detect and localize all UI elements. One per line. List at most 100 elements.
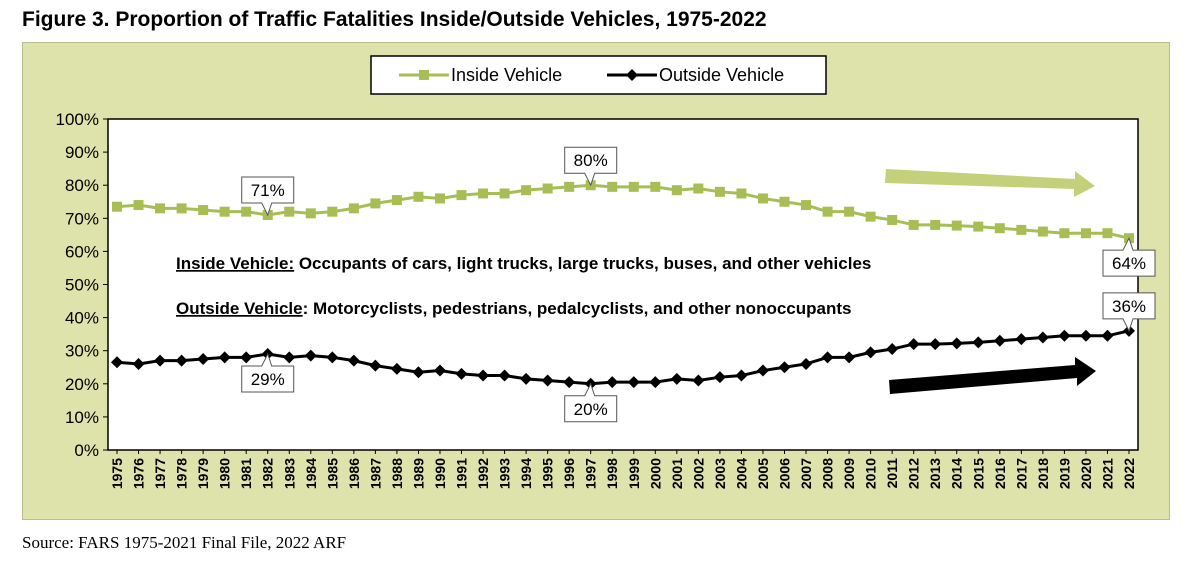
data-point (887, 214, 898, 225)
x-tick-label: 1982 (260, 458, 276, 489)
data-point (1059, 228, 1070, 239)
x-tick-label: 2015 (970, 458, 986, 489)
callout-label: 71% (251, 181, 285, 200)
y-tick-label: 100% (56, 110, 99, 129)
x-tick-label: 1976 (131, 458, 147, 489)
x-tick-label: 2004 (733, 458, 749, 489)
data-point (348, 203, 359, 214)
x-tick-label: 1983 (281, 458, 297, 489)
data-point (197, 352, 210, 365)
y-tick-label: 70% (65, 209, 99, 228)
data-point (563, 376, 576, 389)
x-tick-label: 1979 (195, 458, 211, 489)
x-tick-label: 2000 (647, 458, 663, 489)
trend-arrow-down (885, 169, 1095, 197)
data-point (218, 351, 231, 364)
data-point (994, 223, 1005, 234)
x-tick-label: 1989 (410, 458, 426, 489)
data-point (390, 362, 403, 375)
data-point (455, 367, 468, 380)
x-tick-label: 1978 (174, 458, 190, 489)
data-point (1016, 224, 1027, 235)
x-axis: 1975 1976 1977 1978 1979 1980 1981 1982 1983 1984… (109, 450, 1137, 489)
data-point (865, 211, 876, 222)
x-tick-label: 2003 (712, 458, 728, 489)
data-point (241, 206, 252, 217)
data-point (779, 196, 790, 207)
data-point (327, 206, 338, 217)
definition-text: : Motorcyclists, pedestrians, pedalcycli… (303, 299, 852, 318)
callout-box (1102, 292, 1156, 333)
data-point (1036, 331, 1049, 344)
legend: Inside Vehicle Outside Vehicle (399, 65, 784, 85)
y-tick-label: 80% (65, 176, 99, 195)
x-tick-label: 2010 (863, 458, 879, 489)
x-tick-label: 1992 (475, 458, 491, 489)
data-point (175, 354, 188, 367)
data-point (369, 359, 382, 372)
data-point (112, 201, 122, 212)
data-point (154, 354, 167, 367)
data-point (478, 188, 489, 199)
x-tick-label: 1985 (324, 458, 340, 489)
data-point (132, 357, 145, 370)
y-tick-label: 40% (65, 309, 99, 328)
inside-vehicle-definition: Inside Vehicle: Occupants of cars, light… (176, 254, 871, 273)
data-point (864, 346, 877, 359)
callout-label: 29% (251, 370, 285, 389)
x-tick-label: 1995 (540, 458, 556, 489)
data-point (650, 181, 661, 192)
x-tick-label: 2005 (755, 458, 771, 489)
data-point (1058, 329, 1071, 342)
data-point (1037, 226, 1048, 237)
data-point (822, 206, 833, 217)
x-tick-label: 1999 (626, 458, 642, 489)
x-tick-label: 2021 (1099, 458, 1115, 489)
data-point (628, 181, 639, 192)
data-point (111, 356, 123, 369)
plot-area (107, 118, 1139, 451)
data-point (1101, 329, 1114, 342)
chart-panel: Inside Vehicle Outside Vehicle 0% 10% 20% 30… (22, 42, 1170, 520)
data-point (692, 374, 705, 387)
data-point (391, 195, 402, 206)
data-point (993, 334, 1006, 347)
data-point (499, 188, 510, 199)
callout-box (1102, 236, 1156, 277)
y-tick-label: 90% (65, 143, 99, 162)
data-point (844, 206, 855, 217)
legend-marker-inside (419, 70, 429, 80)
trend-arrow-up (889, 357, 1096, 394)
data-point (564, 181, 575, 192)
x-tick-label: 1990 (432, 458, 448, 489)
x-tick-label: 2019 (1056, 458, 1072, 489)
x-tick-label: 2012 (906, 458, 922, 489)
data-point (907, 338, 920, 351)
data-point (219, 206, 230, 217)
series-lines (111, 180, 1135, 390)
callout-box (241, 176, 295, 217)
data-point (714, 186, 725, 197)
data-point (930, 219, 941, 230)
data-point (735, 369, 748, 382)
data-point (520, 372, 533, 385)
y-tick-label: 30% (65, 342, 99, 361)
x-tick-label: 2016 (992, 458, 1008, 489)
definitions: Inside Vehicle: Occupants of cars, light… (176, 254, 871, 318)
data-point (951, 220, 962, 231)
callout-label: 64% (1112, 254, 1146, 273)
data-point (433, 364, 446, 377)
x-tick-label: 2009 (841, 458, 857, 489)
callout-label: 20% (574, 400, 608, 419)
x-tick-label: 2018 (1035, 458, 1051, 489)
x-tick-label: 1975 (109, 458, 125, 489)
data-point (778, 361, 791, 374)
y-tick-label: 10% (65, 408, 99, 427)
data-point (284, 206, 295, 217)
callout-box (564, 146, 618, 187)
data-point (477, 369, 490, 382)
x-tick-label: 2006 (776, 458, 792, 489)
x-tick-label: 1993 (497, 458, 513, 489)
data-point (498, 369, 511, 382)
data-point (283, 351, 296, 364)
